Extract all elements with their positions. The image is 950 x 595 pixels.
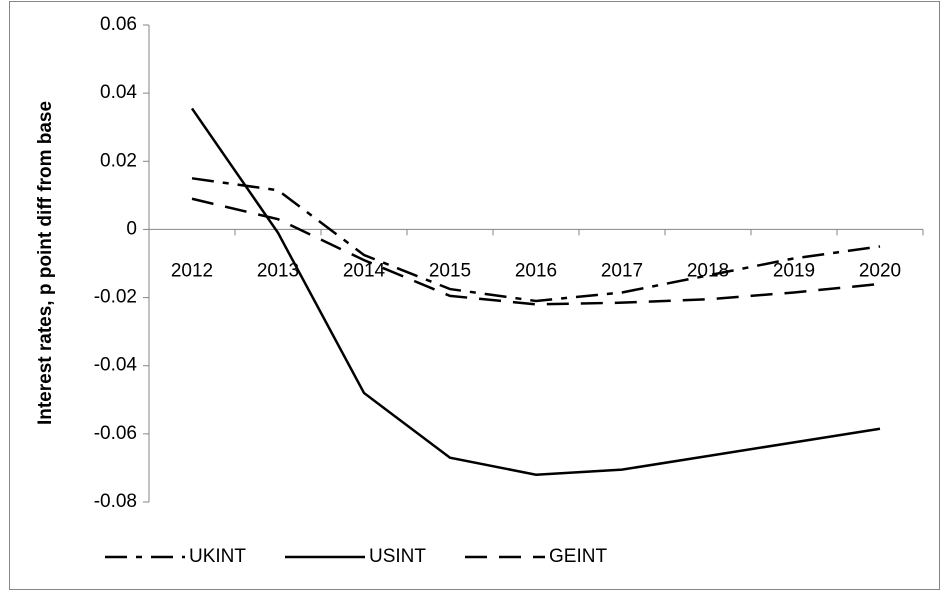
y-tick-label: -0.06	[94, 423, 137, 444]
series-line	[190, 107, 881, 477]
x-tick-label: 2012	[171, 260, 213, 281]
series-line	[191, 197, 881, 306]
x-tick-label: 2016	[515, 260, 557, 281]
x-tick-label: 2020	[859, 260, 901, 281]
x-tick-label: 2014	[343, 260, 386, 281]
x-tick-label: 2018	[687, 260, 729, 281]
legend-label: UKINT	[189, 546, 246, 567]
series-line	[191, 177, 881, 303]
chart-border	[9, 1, 940, 590]
y-tick-label: -0.08	[94, 491, 137, 512]
y-tick-label: 0.02	[100, 150, 137, 171]
x-tick-label: 2017	[601, 260, 643, 281]
x-tick-label: 2015	[429, 260, 471, 281]
y-tick-label: -0.04	[94, 355, 138, 376]
y-tick-label: 0.06	[100, 14, 137, 35]
x-tick-label: 2019	[773, 260, 815, 281]
y-tick-label: -0.02	[94, 287, 137, 308]
y-tick-label: 0.04	[100, 82, 137, 103]
legend-label: GEINT	[549, 546, 607, 567]
legend-label: USINT	[369, 546, 426, 567]
y-axis-title: Interest rates, p point diff from base	[35, 101, 56, 425]
y-tick-label: 0	[126, 218, 137, 239]
x-tick-label: 2013	[257, 260, 299, 281]
